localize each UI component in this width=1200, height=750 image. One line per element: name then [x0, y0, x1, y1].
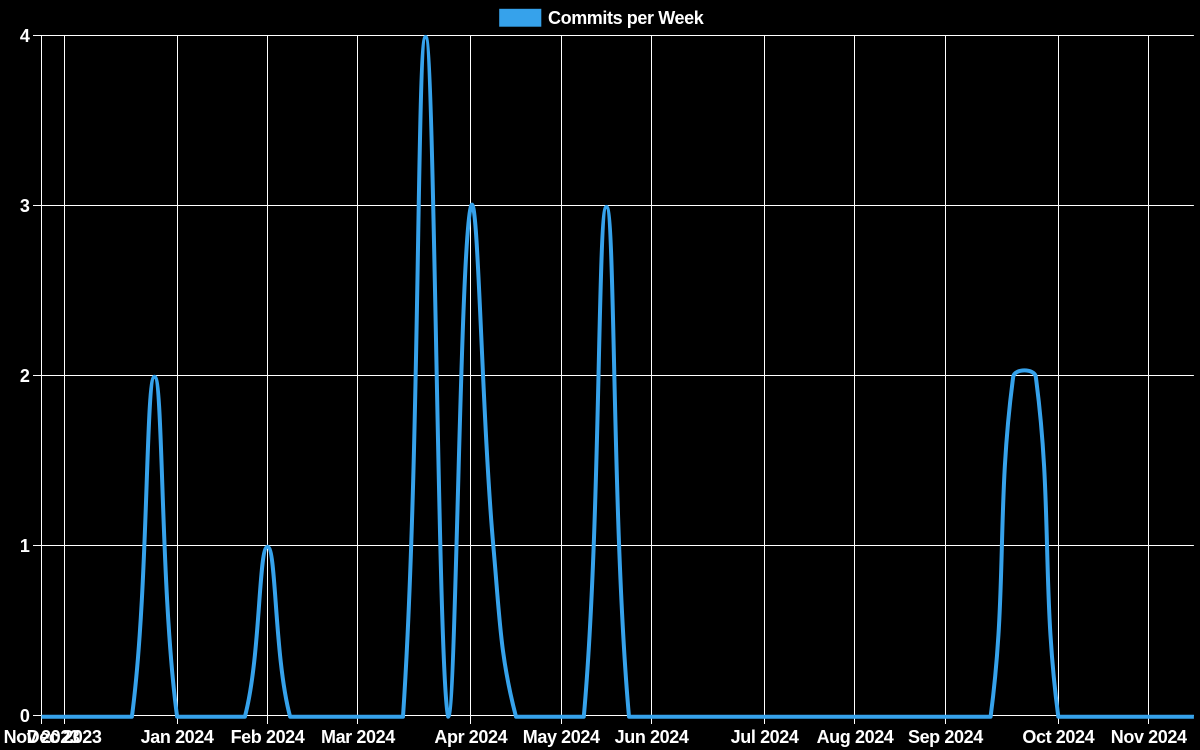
svg-text:Jul 2024: Jul 2024	[731, 727, 799, 747]
svg-text:4: 4	[20, 26, 30, 46]
svg-text:Feb 2024: Feb 2024	[231, 727, 305, 747]
svg-text:May 2024: May 2024	[523, 727, 600, 747]
svg-text:Commits per Week: Commits per Week	[548, 8, 705, 28]
svg-text:Nov 2024: Nov 2024	[1111, 727, 1187, 747]
svg-text:Nov 2023: Nov 2023	[4, 727, 80, 747]
svg-text:Jan 2024: Jan 2024	[141, 727, 214, 747]
svg-text:Apr 2024: Apr 2024	[434, 727, 507, 747]
svg-text:3: 3	[20, 196, 30, 216]
svg-text:Sep 2024: Sep 2024	[908, 727, 983, 747]
svg-text:Dec 2023: Dec 2023	[27, 727, 102, 747]
svg-text:Oct 2024: Oct 2024	[1022, 727, 1094, 747]
svg-text:2: 2	[20, 366, 30, 386]
svg-text:0: 0	[20, 706, 30, 726]
svg-text:Mar 2024: Mar 2024	[321, 727, 395, 747]
svg-text:1: 1	[20, 536, 30, 556]
svg-text:Jun 2024: Jun 2024	[615, 727, 689, 747]
svg-text:Aug 2024: Aug 2024	[817, 727, 894, 747]
